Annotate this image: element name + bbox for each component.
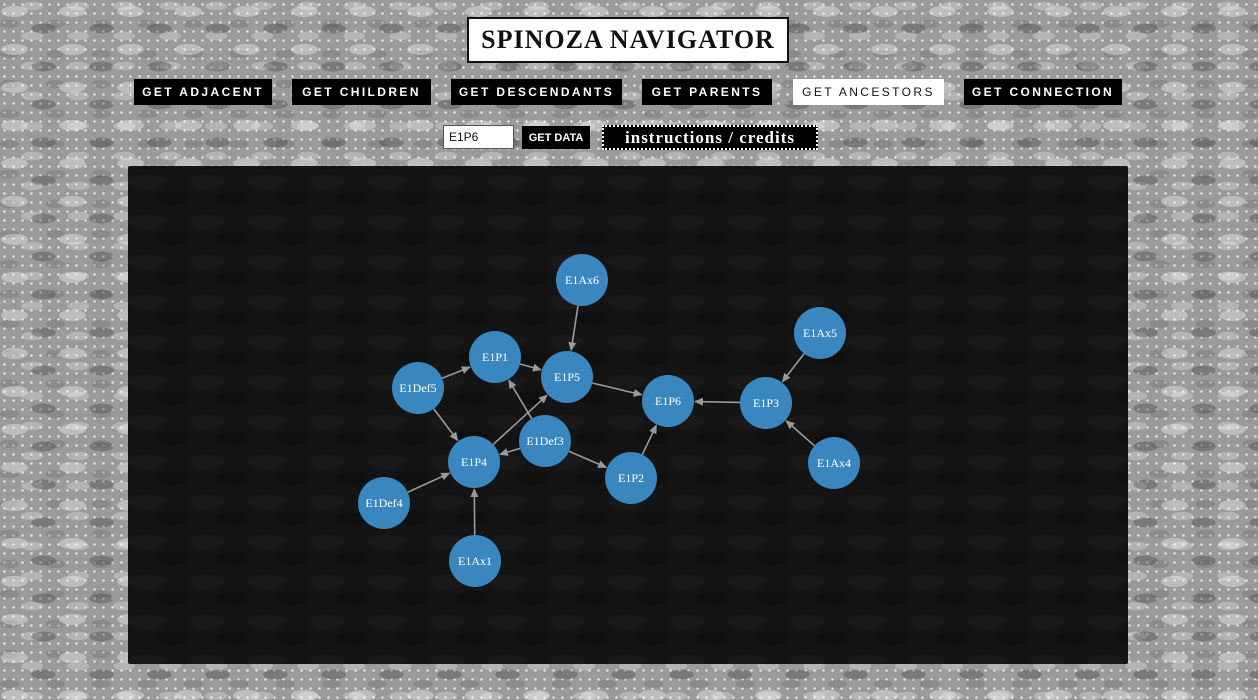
graph-node-e1def5[interactable]: E1Def5 (392, 362, 444, 414)
edge-e1p2-to-e1p6 (642, 425, 656, 454)
graph-node-e1p1[interactable]: E1P1 (469, 331, 521, 383)
edge-e1p1-to-e1p5 (520, 364, 541, 370)
edge-e1def3-to-e1p2 (569, 451, 606, 467)
graph-canvas[interactable]: E1Ax6 E1Ax5 E1P1 E1P5 E1Def5 E1P6 E1P3 E1Def3 E1… (128, 166, 1128, 664)
node-label: E1P6 (655, 394, 681, 408)
graph-node-e1ax6[interactable]: E1Ax6 (556, 254, 608, 306)
graph-node-e1p2[interactable]: E1P2 (605, 452, 657, 504)
instructions-credits-link[interactable]: instructions / credits (602, 125, 818, 150)
get-adjacent-button[interactable]: GET ADJACENT (134, 79, 272, 105)
graph-node-e1p5[interactable]: E1P5 (541, 351, 593, 403)
edge-e1def4-to-e1p4 (408, 473, 450, 492)
graph-node-e1ax4[interactable]: E1Ax4 (808, 437, 860, 489)
get-connection-button[interactable]: GET CONNECTION (964, 79, 1122, 105)
get-children-button[interactable]: GET CHILDREN (292, 79, 431, 105)
graph-node-e1def3[interactable]: E1Def3 (519, 415, 571, 467)
edge-e1def5-to-e1p1 (442, 367, 470, 378)
node-label: E1P1 (482, 350, 508, 364)
node-label: E1P3 (753, 396, 779, 410)
edge-e1p5-to-e1p6 (592, 383, 641, 395)
graph-node-e1p6[interactable]: E1P6 (642, 375, 694, 427)
node-label: E1P4 (461, 455, 487, 469)
node-label: E1Ax1 (458, 554, 492, 568)
graph-node-e1ax1[interactable]: E1Ax1 (449, 535, 501, 587)
node-label: E1Def5 (399, 381, 436, 395)
node-label: E1Ax6 (565, 273, 599, 287)
edge-e1ax6-to-e1p5 (571, 306, 578, 351)
edge-e1def5-to-e1p4 (434, 409, 458, 441)
proposition-id-input[interactable] (443, 125, 514, 149)
node-label: E1Def4 (365, 496, 402, 510)
edge-e1ax4-to-e1p3 (786, 421, 814, 446)
node-label: E1P5 (554, 370, 580, 384)
node-label: E1Ax4 (817, 456, 851, 470)
get-descendants-button[interactable]: GET DESCENDANTS (451, 79, 622, 105)
edge-e1p3-to-e1p6 (695, 402, 740, 403)
get-data-button[interactable]: GET DATA (522, 126, 590, 149)
graph-node-e1ax5[interactable]: E1Ax5 (794, 307, 846, 359)
graph-node-e1p3[interactable]: E1P3 (740, 377, 792, 429)
node-label: E1P2 (618, 471, 644, 485)
app-title: SPINOZA NAVIGATOR (467, 17, 789, 63)
node-label: E1Ax5 (803, 326, 837, 340)
graph-node-e1p4[interactable]: E1P4 (448, 436, 500, 488)
node-label: E1Def3 (526, 434, 563, 448)
get-ancestors-button[interactable]: GET ANCESTORS (793, 79, 944, 105)
get-parents-button[interactable]: GET PARENTS (642, 79, 772, 105)
nodes-layer: E1Ax6 E1Ax5 E1P1 E1P5 E1Def5 E1P6 E1P3 E1Def3 E1… (358, 254, 860, 587)
graph-node-e1def4[interactable]: E1Def4 (358, 477, 410, 529)
edge-e1ax5-to-e1p3 (782, 354, 804, 382)
edge-e1def3-to-e1p4 (500, 448, 520, 454)
graph-svg: E1Ax6 E1Ax5 E1P1 E1P5 E1Def5 E1P6 E1P3 E1Def3 E1… (128, 166, 1128, 664)
